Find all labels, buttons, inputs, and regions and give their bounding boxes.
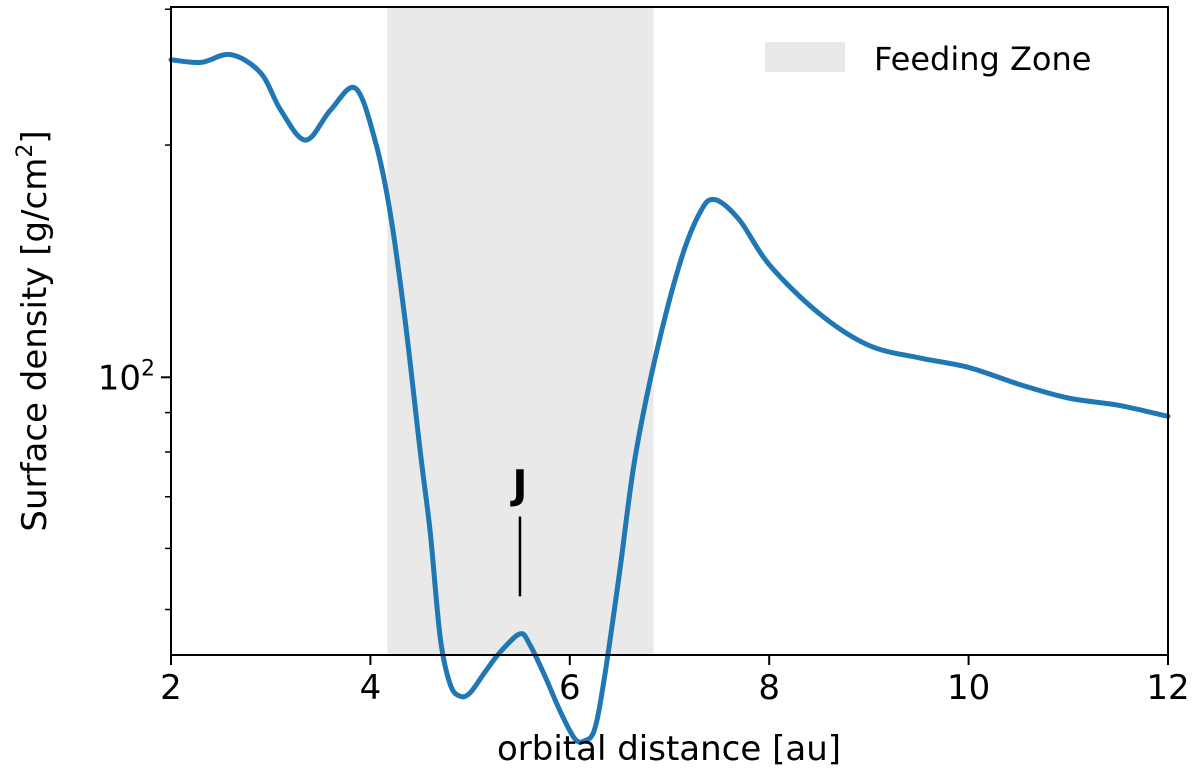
legend-label: Feeding Zone bbox=[874, 40, 1091, 78]
y-axis-label: Surface density [g/cm2] bbox=[13, 130, 55, 531]
annotation-label: J bbox=[510, 462, 528, 508]
legend-swatch bbox=[765, 42, 845, 72]
x-axis-label: orbital distance [au] bbox=[497, 729, 841, 769]
x-tick-label: 10 bbox=[947, 668, 990, 708]
x-tick-label: 2 bbox=[160, 668, 182, 708]
plot-frame bbox=[170, 6, 1169, 656]
series-line bbox=[168, 51, 1171, 745]
x-tick-label: 12 bbox=[1146, 668, 1189, 708]
y-axis-ticks: 102 bbox=[98, 356, 171, 398]
x-axis-ticks: 2 4 6 8 10 12 bbox=[160, 655, 1190, 708]
x-tick-label: 6 bbox=[559, 668, 581, 708]
y-tick-label: 102 bbox=[98, 356, 155, 398]
x-tick-label: 4 bbox=[360, 668, 382, 708]
x-tick-label: 8 bbox=[758, 668, 780, 708]
